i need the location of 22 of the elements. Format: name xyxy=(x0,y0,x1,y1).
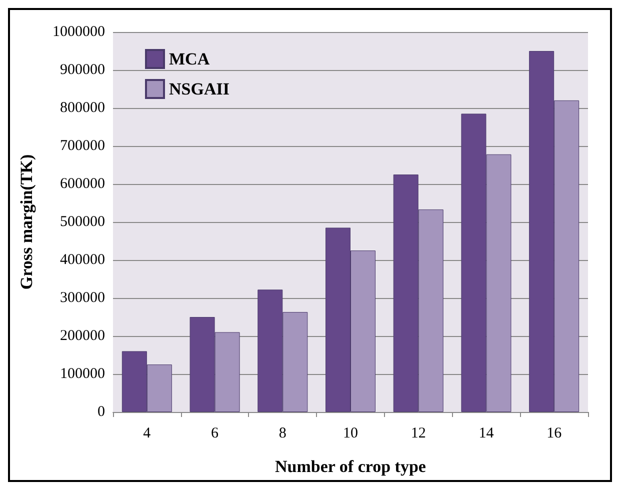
y-tick-label: 0 xyxy=(98,404,105,420)
y-tick-label: 400000 xyxy=(60,252,105,268)
x-tick-label: 16 xyxy=(546,426,562,442)
x-tick-label: 6 xyxy=(211,426,220,442)
x-tick-label: 10 xyxy=(343,426,358,442)
y-tick-label: 300000 xyxy=(60,290,105,306)
x-axis-title: Number of crop type xyxy=(275,457,426,476)
y-tick-label: 1000000 xyxy=(52,24,105,40)
y-tick-label: 100000 xyxy=(60,366,105,382)
legend-label: MCA xyxy=(169,50,210,68)
y-tick-label: 200000 xyxy=(60,328,105,344)
y-axis-title: Gross margin(TK) xyxy=(17,154,36,290)
x-tick-label: 4 xyxy=(143,426,152,442)
y-tick-label: 500000 xyxy=(60,214,105,230)
legend-label: NSGAII xyxy=(169,80,230,98)
y-tick-label: 800000 xyxy=(60,100,105,116)
y-tick-label: 900000 xyxy=(60,62,105,78)
x-tick-label: 14 xyxy=(478,426,494,442)
y-tick-label: 600000 xyxy=(60,176,105,192)
y-tick-label: 700000 xyxy=(60,138,105,154)
x-tick-label: 12 xyxy=(410,426,426,442)
x-tick-label: 8 xyxy=(278,426,286,442)
